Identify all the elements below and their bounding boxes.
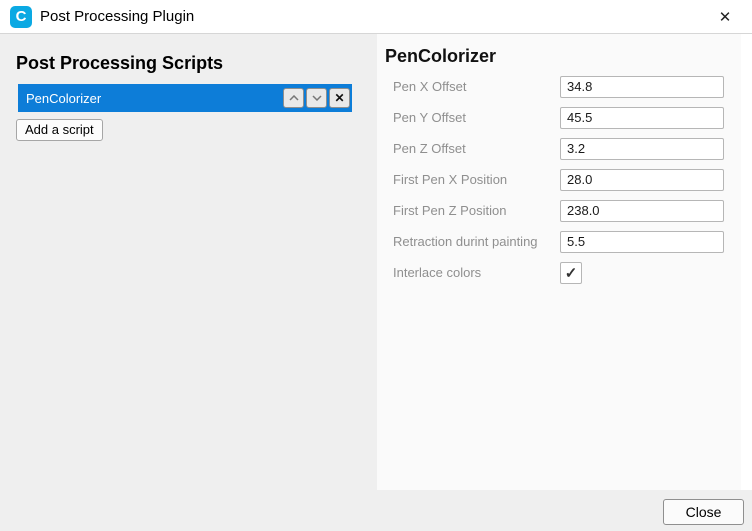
move-script-down-button[interactable] bbox=[306, 88, 327, 108]
setting-row-interlace-colors: Interlace colors ✓ bbox=[377, 257, 741, 288]
first-pen-z-position-input[interactable] bbox=[560, 199, 724, 222]
footer-bar: Close bbox=[0, 490, 752, 531]
pen-y-offset-input[interactable] bbox=[560, 106, 724, 129]
titlebar: C Post Processing Plugin ✕ bbox=[0, 0, 752, 34]
script-settings-pane: PenColorizer Pen X Offset Pen Y Offset P… bbox=[377, 34, 741, 490]
setting-row-first-pen-x-position: First Pen X Position bbox=[377, 164, 741, 195]
pen-x-offset-input[interactable] bbox=[560, 75, 724, 98]
setting-label: Pen Z Offset bbox=[393, 141, 466, 156]
interlace-colors-checkbox[interactable]: ✓ bbox=[560, 261, 582, 284]
first-pen-x-position-input[interactable] bbox=[560, 168, 724, 191]
setting-row-first-pen-z-position: First Pen Z Position bbox=[377, 195, 741, 226]
checkmark-icon: ✓ bbox=[564, 264, 578, 282]
scripts-heading: Post Processing Scripts bbox=[16, 53, 224, 73]
setting-label: Pen X Offset bbox=[393, 79, 467, 94]
add-script-button[interactable]: Add a script bbox=[16, 119, 103, 141]
pen-z-offset-input[interactable] bbox=[560, 137, 724, 160]
scripts-pane: Post Processing Scripts PenColorizer bbox=[0, 34, 377, 490]
scrollbar-gutter bbox=[741, 34, 752, 490]
window-close-icon[interactable]: ✕ bbox=[718, 8, 732, 26]
setting-row-pen-y-offset: Pen Y Offset bbox=[377, 102, 741, 133]
dialog-content: Post Processing Scripts PenColorizer bbox=[0, 34, 752, 490]
chevron-down-icon bbox=[311, 95, 322, 101]
setting-label: First Pen Z Position bbox=[393, 203, 507, 218]
setting-row-pen-z-offset: Pen Z Offset bbox=[377, 133, 741, 164]
remove-script-button[interactable]: ✕ bbox=[329, 88, 350, 108]
setting-label: Pen Y Offset bbox=[393, 110, 466, 125]
setting-label: Interlace colors bbox=[393, 265, 482, 280]
move-script-up-button[interactable] bbox=[283, 88, 304, 108]
cura-logo-icon: C bbox=[10, 5, 32, 28]
setting-row-pen-x-offset: Pen X Offset bbox=[377, 71, 741, 102]
setting-row-retraction-during-painting: Retraction durint painting bbox=[377, 226, 741, 257]
script-list-item-pencolorizer[interactable]: PenColorizer ✕ bbox=[18, 84, 352, 112]
retraction-during-painting-input[interactable] bbox=[560, 230, 724, 253]
window-title: Post Processing Plugin bbox=[40, 8, 195, 25]
script-name-label: PenColorizer bbox=[26, 90, 102, 106]
close-button[interactable]: Close bbox=[663, 499, 744, 525]
setting-label: First Pen X Position bbox=[393, 172, 508, 187]
setting-label: Retraction durint painting bbox=[393, 234, 538, 249]
settings-heading: PenColorizer bbox=[385, 46, 497, 66]
chevron-up-icon bbox=[288, 95, 299, 101]
